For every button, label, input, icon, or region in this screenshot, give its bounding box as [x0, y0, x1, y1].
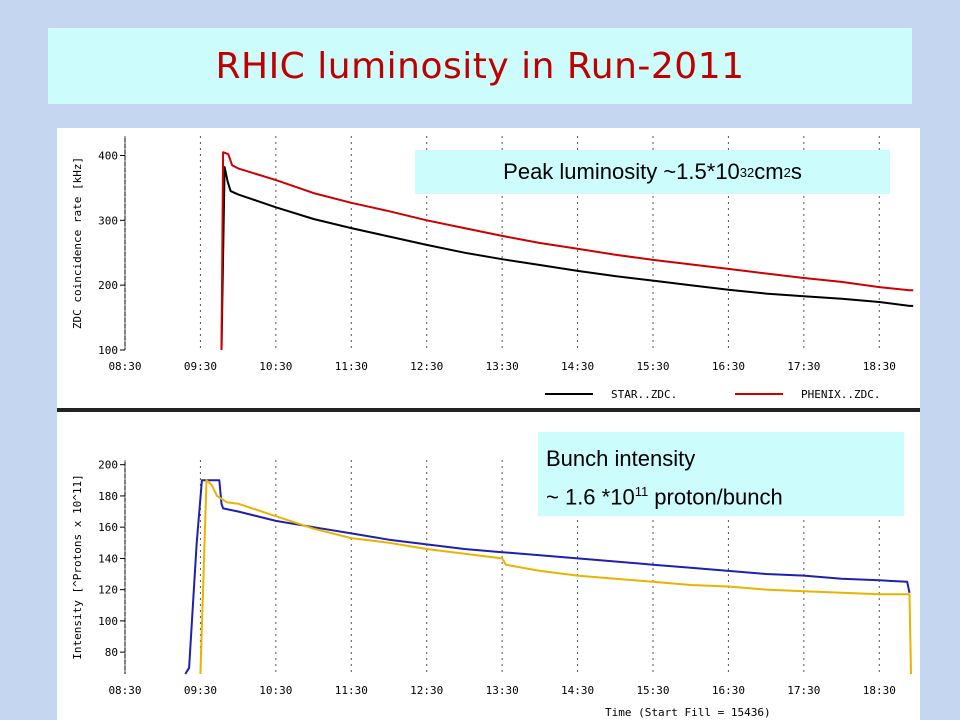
- panel-divider: [57, 408, 920, 412]
- lumi-y-axis-label: ZDC coincidence rate [kHz]: [71, 157, 84, 329]
- legend-label-0: STAR..ZDC.: [611, 388, 677, 401]
- lumi-x-tick-label: 14:30: [561, 360, 594, 373]
- luminosity-unit-exponent: 2: [783, 164, 791, 180]
- intensity-x-tick-label: 10:30: [259, 684, 292, 697]
- lumi-x-tick-label: 16:30: [712, 360, 745, 373]
- lumi-x-tick-label: 18:30: [863, 360, 896, 373]
- intensity-x-tick-label: 16:30: [712, 684, 745, 697]
- intensity-x-tick-label: 15:30: [636, 684, 669, 697]
- bunch-prefix: ~ 1.6 *10: [546, 484, 635, 510]
- intensity-y-tick-label: 140: [98, 552, 118, 565]
- bunch-line-1: Bunch intensity: [546, 446, 696, 471]
- lumi-y-tick-label: 300: [98, 214, 118, 227]
- luminosity-prefix: Peak luminosity ~1.5*10: [503, 159, 740, 184]
- slide-title: RHIC luminosity in Run-2011: [215, 45, 745, 87]
- intensity-chart: 08:30 09:30 10:30 11:30 12:30 13:30 14:30 15:30…: [71, 459, 912, 719]
- intensity-x-tick-label: 08:30: [108, 684, 141, 697]
- intensity-x-tick-label: 09:30: [184, 684, 217, 697]
- luminosity-chart: 08:30 09:30 10:30 11:30 12:30 13:30 14:30 15:30…: [71, 136, 914, 401]
- intensity-series-line-0: [184, 479, 911, 675]
- lumi-x-tick-label: 17:30: [787, 360, 820, 373]
- intensity-x-tick-label: 18:30: [863, 684, 896, 697]
- bunch-line-2: ~ 1.6 *1011 proton/bunch: [546, 475, 904, 513]
- lumi-x-tick-label: 11:30: [335, 360, 368, 373]
- intensity-y-tick-label: 80: [105, 646, 118, 659]
- lumi-series-line-0: [220, 166, 914, 351]
- intensity-x-tick-label: 17:30: [787, 684, 820, 697]
- lumi-x-tick-label: 10:30: [259, 360, 292, 373]
- intensity-x-tick-label: 12:30: [410, 684, 443, 697]
- lumi-y-tick-label: 100: [98, 344, 118, 357]
- luminosity-unit: cm: [754, 159, 784, 184]
- intensity-x-tick-label: 14:30: [561, 684, 594, 697]
- peak-luminosity-callout: Peak luminosity ~1.5*10 32 cm 2 s: [415, 150, 890, 194]
- luminosity-exponent: 32: [739, 164, 755, 180]
- intensity-series-line-1: [199, 479, 912, 675]
- intensity-y-tick-label: 180: [98, 490, 118, 503]
- bunch-intensity-callout: Bunch intensity ~ 1.6 *1011 proton/bunch: [538, 432, 904, 516]
- bunch-suffix: proton/bunch: [648, 484, 783, 510]
- intensity-x-tick-label: 13:30: [486, 684, 519, 697]
- bunch-exponent: 11: [634, 484, 649, 499]
- lumi-x-tick-label: 13:30: [486, 360, 519, 373]
- intensity-y-tick-label: 100: [98, 615, 118, 628]
- intensity-y-tick-label: 200: [98, 459, 118, 472]
- luminosity-suffix: s: [790, 159, 802, 184]
- intensity-x-tick-label: 11:30: [335, 684, 368, 697]
- lumi-y-tick-label: 400: [98, 149, 118, 162]
- lumi-series-line-1: [220, 151, 914, 351]
- legend-label-1: PHENIX..ZDC.: [801, 388, 880, 401]
- lumi-x-tick-label: 08:30: [108, 360, 141, 373]
- intensity-y-tick-label: 120: [98, 584, 118, 597]
- title-box: RHIC luminosity in Run-2011: [48, 28, 912, 104]
- intensity-y-axis-label: Intensity [^Protons x 10^11]: [71, 474, 84, 659]
- lumi-x-tick-label: 12:30: [410, 360, 443, 373]
- intensity-y-tick-label: 160: [98, 521, 118, 534]
- lumi-x-tick-label: 15:30: [636, 360, 669, 373]
- lumi-x-tick-label: 09:30: [184, 360, 217, 373]
- lumi-y-tick-label: 200: [98, 279, 118, 292]
- intensity-x-axis-label: Time (Start Fill = 15436): [605, 706, 771, 719]
